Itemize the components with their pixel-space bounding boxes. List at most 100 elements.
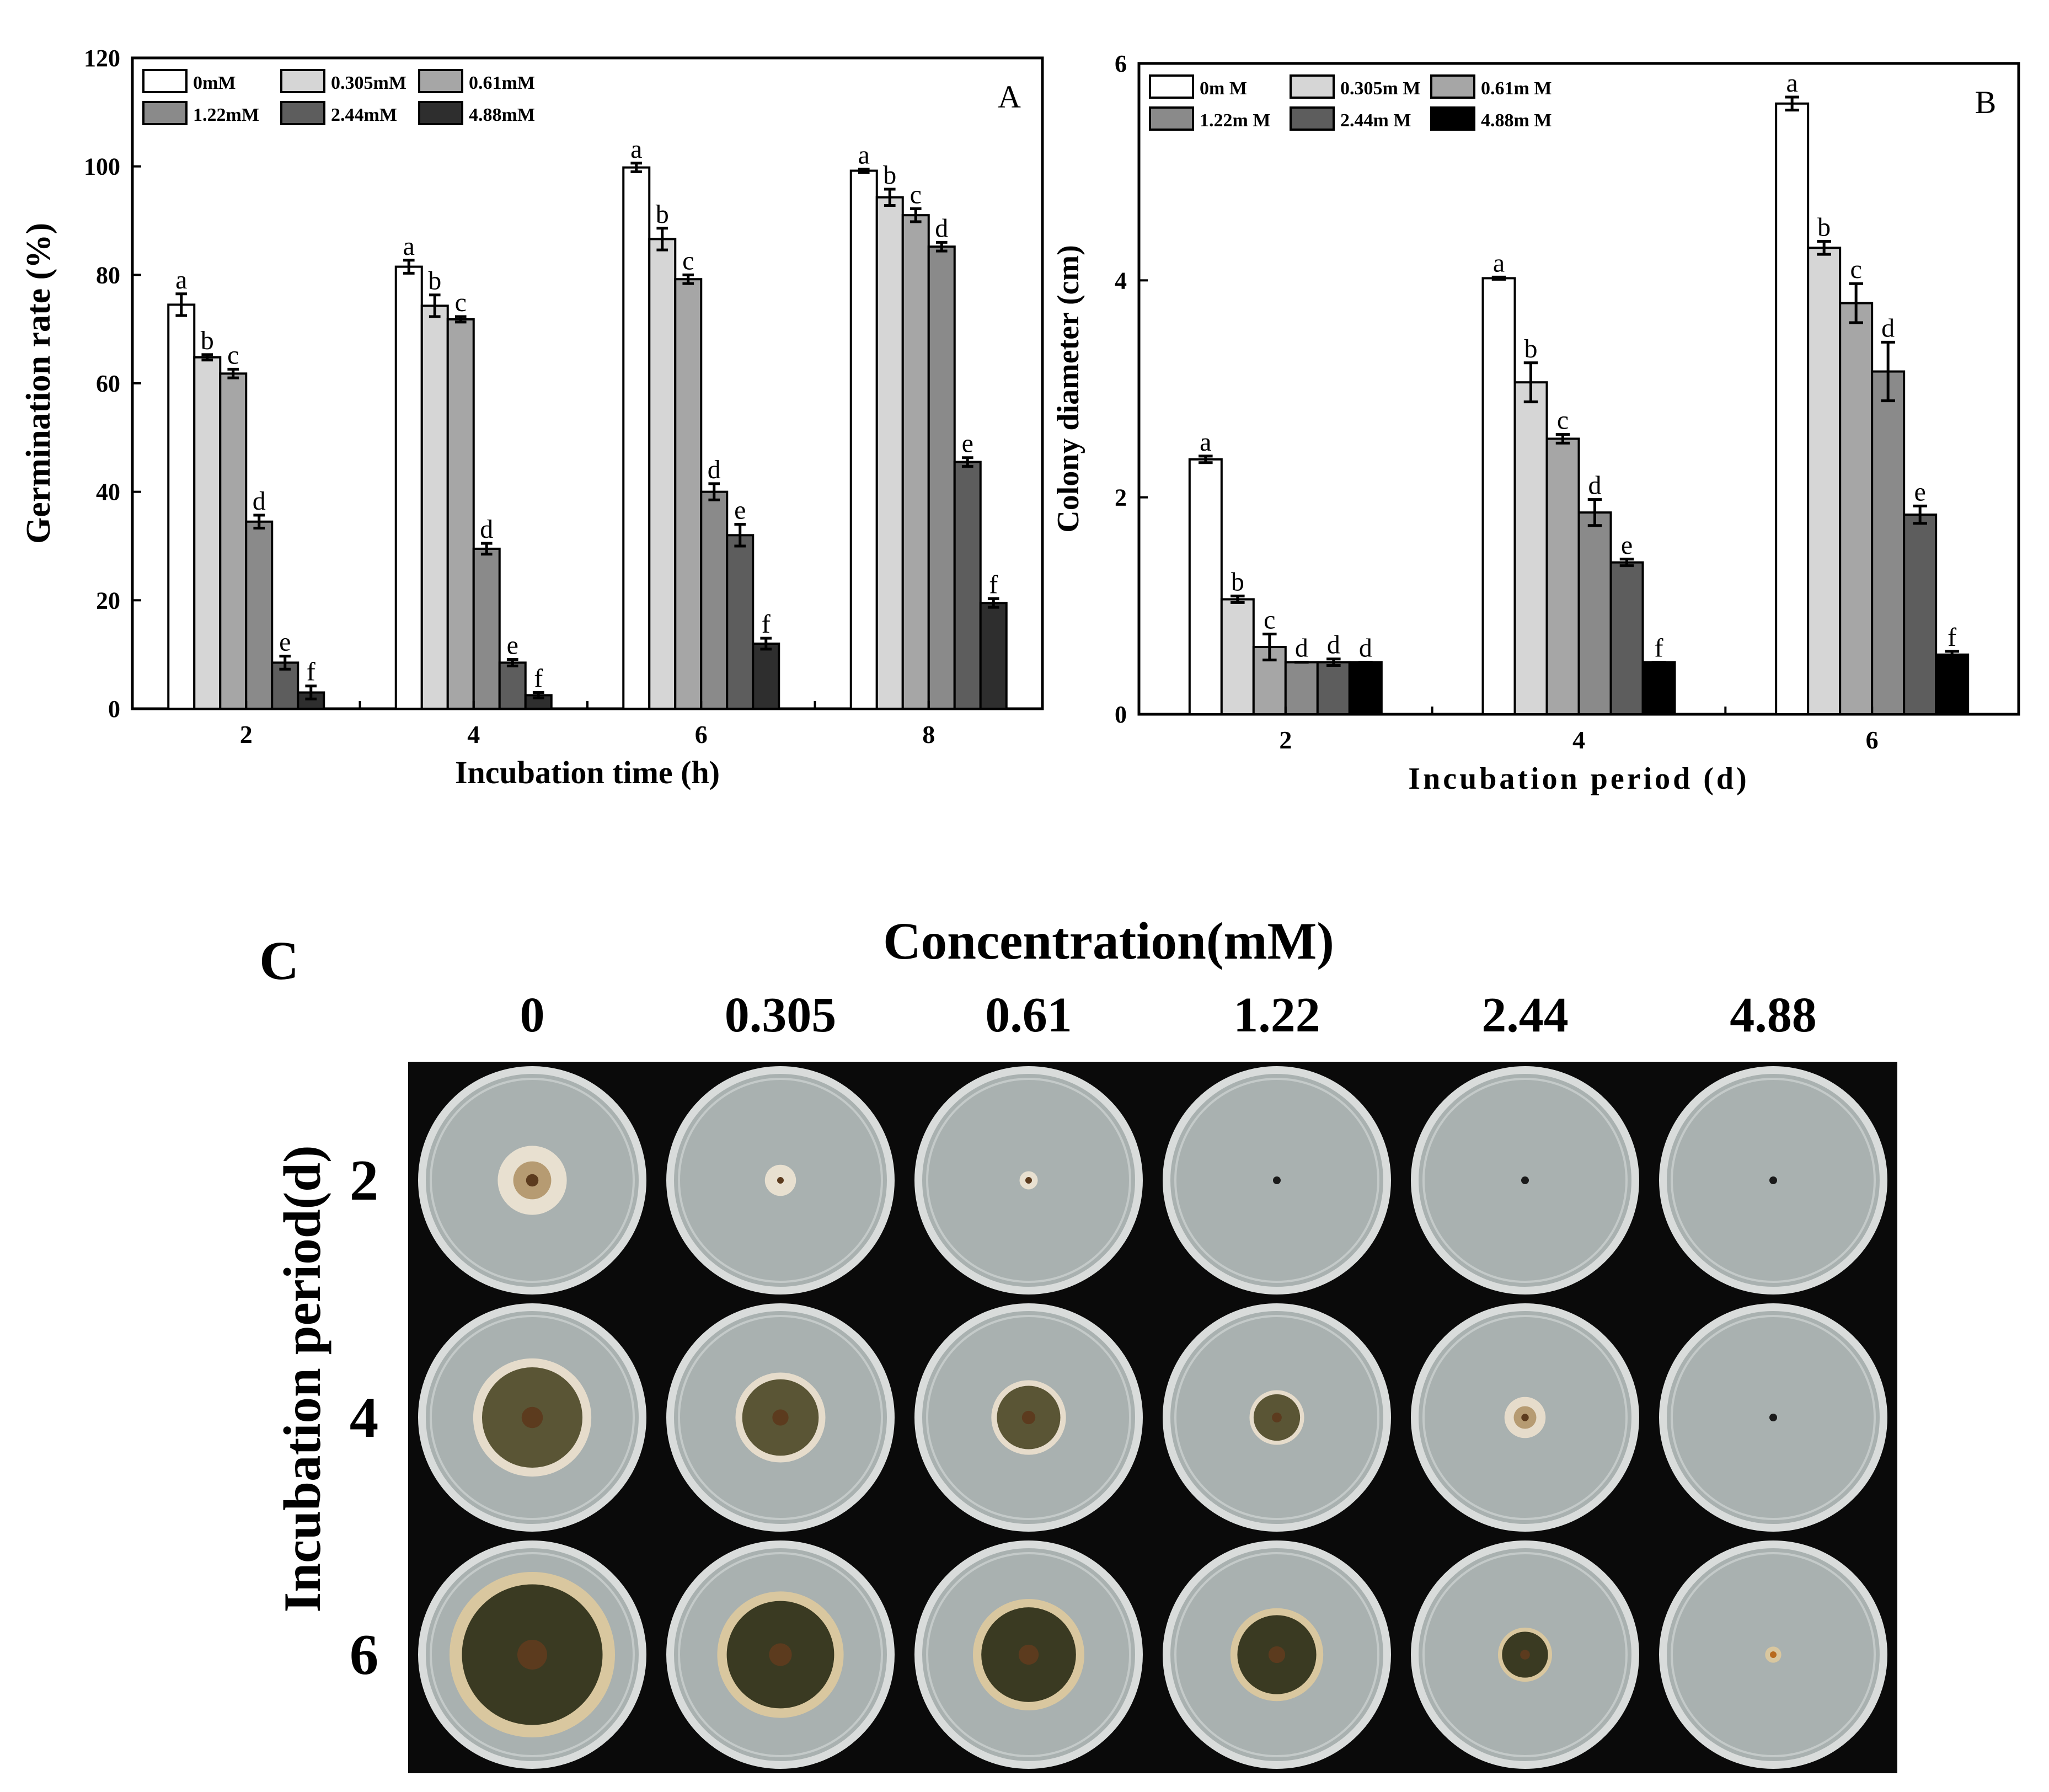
significance-letter: f (1948, 623, 1956, 652)
legend-entry: 0.305m M (1340, 78, 1420, 99)
bar (622, 166, 651, 710)
legend-entry: 0m M (1200, 78, 1247, 99)
y-axis-title: Colony diameter (cm) (1051, 245, 1085, 533)
significance-letter: b (1231, 568, 1244, 597)
plate-inner-rim (1671, 1078, 1876, 1283)
colony-center (1268, 1646, 1286, 1663)
plate-inner-rim (678, 1552, 883, 1757)
legend-entry: 0mM (193, 73, 236, 93)
significance-letter: d (1295, 634, 1308, 663)
bar (726, 534, 755, 710)
plate-inner-rim (1671, 1552, 1876, 1757)
significance-letter: e (279, 628, 291, 657)
bar (648, 238, 677, 710)
colony-center (1520, 1650, 1530, 1660)
bar (1935, 653, 1970, 716)
bar (901, 214, 930, 710)
bar (1609, 561, 1644, 716)
legend-swatch (1290, 106, 1335, 131)
plate-inner-rim (1422, 1552, 1628, 1757)
y-tick-label: 0 (1115, 701, 1127, 728)
significance-letter: d (935, 213, 948, 243)
significance-letter: e (1621, 531, 1633, 560)
concentration-label: 2.44 (1481, 988, 1569, 1042)
concentration-label: 0.305 (725, 988, 837, 1042)
colony-center (1021, 1410, 1036, 1425)
x-tick-label: 2 (1279, 726, 1292, 754)
x-tick-label: 4 (1572, 726, 1585, 754)
y-tick-label: 20 (96, 587, 120, 614)
significance-letter: d (1881, 313, 1895, 343)
legend-entry: 0.305mM (331, 73, 406, 93)
plate-inner-rim (430, 1315, 635, 1520)
legend-swatch (1430, 74, 1475, 99)
colony-center (1025, 1177, 1032, 1184)
legend-swatch (418, 69, 463, 93)
significance-letter: d (1588, 471, 1602, 500)
panel-a-germination-chart: 020406080100120abcdef2abcdef4abcdef6abcd… (20, 45, 1044, 790)
significance-letter: d (253, 486, 266, 516)
bar (446, 318, 475, 710)
bar (394, 265, 423, 710)
y-tick-label: 60 (96, 370, 120, 397)
legend-entry: 2.44mM (331, 105, 397, 125)
legend-entry: 1.22m M (1200, 110, 1270, 131)
photo-background (408, 1062, 1897, 1773)
bar (219, 372, 248, 710)
x-tick-label: 8 (922, 720, 935, 748)
significance-letter: f (762, 609, 771, 639)
bar (700, 490, 729, 710)
x-axis-title: Incubation time (h) (455, 755, 720, 790)
significance-letter: c (455, 288, 467, 317)
legend-entry: 1.22mM (193, 105, 259, 125)
significance-letter: a (1493, 248, 1505, 277)
significance-letter: b (1524, 334, 1538, 363)
colony-center (526, 1174, 539, 1187)
y-tick-label: 120 (84, 45, 120, 72)
inoculum-spot (1273, 1176, 1281, 1184)
y-tick-label: 0 (108, 696, 120, 723)
legend-swatch (1149, 74, 1194, 99)
legend-swatch (280, 101, 325, 125)
significance-letter: f (989, 570, 998, 599)
bar (245, 520, 274, 710)
legend-entry: 2.44m M (1340, 110, 1411, 131)
significance-letter: f (307, 657, 315, 687)
colony-center (1272, 1413, 1282, 1422)
bar (472, 547, 501, 710)
significance-letter: b (656, 200, 669, 229)
bar (1775, 102, 1810, 715)
plate-inner-rim (926, 1552, 1131, 1757)
period-label: 6 (350, 1622, 379, 1687)
bar (953, 461, 982, 710)
y-tick-label: 2 (1115, 484, 1127, 511)
plate-grid: 0 0.305 0.61 1.22 2.44 4.88 2 4 6 (350, 988, 1897, 1773)
bar (1577, 511, 1612, 715)
significance-letter: c (1557, 406, 1569, 435)
significance-letter: f (1655, 634, 1663, 663)
bar (927, 245, 956, 710)
significance-letter: c (227, 340, 239, 370)
plate-inner-rim (1174, 1315, 1379, 1520)
legend-swatch (280, 69, 325, 93)
bar (1903, 513, 1938, 716)
legend-entry: 4.88mM (469, 105, 535, 125)
bar (674, 278, 703, 710)
y-tick-label: 40 (96, 479, 120, 506)
significance-letter: d (1327, 630, 1340, 660)
concentration-label: 0.61 (985, 988, 1072, 1042)
colony-center (521, 1406, 543, 1429)
significance-letter: b (201, 326, 214, 355)
y-tick-label: 100 (84, 153, 120, 180)
inoculum-spot (1769, 1414, 1777, 1421)
plate-inner-rim (1422, 1078, 1628, 1283)
panel-c-label: C (259, 930, 299, 991)
bar (1481, 277, 1516, 715)
plate-inner-rim (678, 1078, 883, 1283)
bar (1641, 661, 1676, 715)
panel-label: A (998, 79, 1021, 115)
x-tick-label: 6 (695, 720, 708, 748)
significance-letter: b (428, 266, 441, 296)
concentration-label: 1.22 (1233, 988, 1320, 1042)
